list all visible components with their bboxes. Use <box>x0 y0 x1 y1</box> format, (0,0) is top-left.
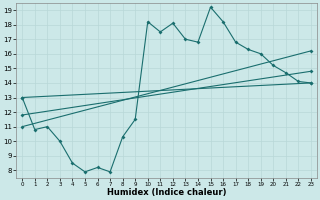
X-axis label: Humidex (Indice chaleur): Humidex (Indice chaleur) <box>107 188 226 197</box>
